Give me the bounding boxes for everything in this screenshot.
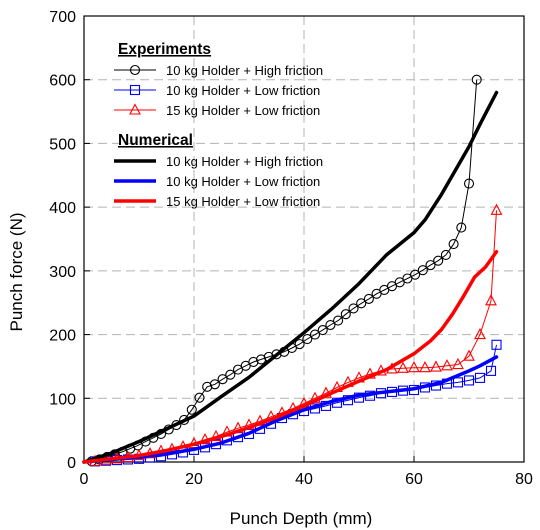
legend-title: Numerical: [118, 132, 193, 149]
circle-marker: [248, 356, 259, 368]
plot-area: [82, 74, 503, 467]
series-1: [89, 339, 502, 467]
circle-marker: [209, 379, 220, 390]
circle-marker: [463, 178, 475, 189]
circle-marker: [425, 260, 436, 271]
legend-label: 15 kg Holder + Low friction: [166, 103, 320, 118]
y-tick-label: 0: [67, 455, 76, 472]
legend-label: 10 kg Holder + Low friction: [166, 83, 320, 98]
x-tick-label: 80: [515, 471, 533, 488]
grid-lines: [84, 16, 524, 462]
square-marker: [485, 365, 497, 376]
circle-marker: [340, 309, 351, 320]
x-tick-label: 20: [185, 471, 203, 488]
circle-marker: [294, 339, 305, 350]
circle-marker: [225, 369, 236, 380]
circle-marker: [194, 392, 205, 403]
legend-label: 10 kg Holder + High friction: [166, 154, 323, 169]
y-tick-label: 400: [49, 200, 76, 217]
triangle-marker: [129, 103, 141, 115]
circle-marker: [448, 239, 459, 250]
circle-marker: [440, 249, 451, 260]
legend: Experiments 10 kg Holder + High friction 1…: [114, 41, 323, 209]
circle-marker: [356, 298, 367, 309]
legend-label: 10 kg Holder + High friction: [166, 63, 323, 78]
circle-marker: [302, 333, 313, 345]
circle-marker: [333, 315, 344, 326]
circle-marker: [256, 354, 267, 365]
y-axis-label: Punch force (N): [7, 212, 26, 331]
triangle-marker: [490, 203, 503, 215]
x-tick-label: 0: [80, 471, 89, 488]
triangle-marker: [474, 327, 486, 340]
numerical-line: [82, 90, 499, 464]
series-3: [82, 90, 499, 464]
circle-marker: [217, 374, 228, 385]
y-tick-label: 500: [49, 136, 76, 153]
triangle-marker: [485, 294, 497, 306]
y-tick-label: 100: [49, 391, 76, 408]
circle-marker: [471, 74, 482, 85]
square-marker: [129, 84, 141, 96]
triangle-marker: [430, 360, 442, 372]
x-axis-label: Punch Depth (mm): [230, 509, 373, 528]
circle-marker: [309, 329, 321, 340]
square-marker: [463, 375, 475, 386]
circle-marker: [410, 269, 421, 280]
circle-marker: [348, 303, 359, 314]
y-tick-label: 700: [49, 9, 76, 26]
circle-marker: [202, 381, 213, 392]
legend-label: 10 kg Holder + Low friction: [166, 174, 320, 189]
triangle-marker: [463, 349, 475, 361]
y-tick-label: 600: [49, 73, 76, 90]
circle-marker: [456, 222, 467, 233]
y-tick-label: 200: [49, 328, 76, 345]
square-marker: [452, 377, 464, 388]
x-tick-label: 60: [405, 471, 423, 488]
circle-marker: [433, 255, 444, 266]
circle-marker: [317, 325, 328, 336]
circle-marker: [417, 265, 428, 276]
series-4: [82, 355, 499, 464]
legend-title: Experiments: [118, 41, 211, 58]
triangle-marker: [441, 359, 453, 371]
x-tick-label: 40: [295, 471, 313, 488]
series-5: [82, 249, 499, 464]
triangle-marker: [397, 361, 409, 373]
triangle-marker: [408, 361, 420, 373]
triangle-marker: [452, 357, 464, 370]
numerical-line: [82, 249, 499, 464]
circle-marker: [186, 404, 197, 415]
square-marker: [491, 339, 502, 350]
circle-marker: [271, 349, 282, 360]
tick-labels: 0 20 40 60 80 0 100 200 300 400 500 600 700: [49, 9, 533, 488]
numerical-line: [82, 355, 499, 464]
circle-marker: [363, 293, 374, 304]
series-2: [89, 203, 503, 466]
legend-label: 15 kg Holder + Low friction: [166, 194, 320, 209]
circle-marker: [325, 319, 336, 331]
experiment-line: [91, 79, 478, 462]
square-marker: [474, 372, 486, 383]
y-tick-label: 300: [49, 264, 76, 281]
triangle-marker: [419, 361, 431, 373]
circle-marker: [129, 64, 141, 76]
